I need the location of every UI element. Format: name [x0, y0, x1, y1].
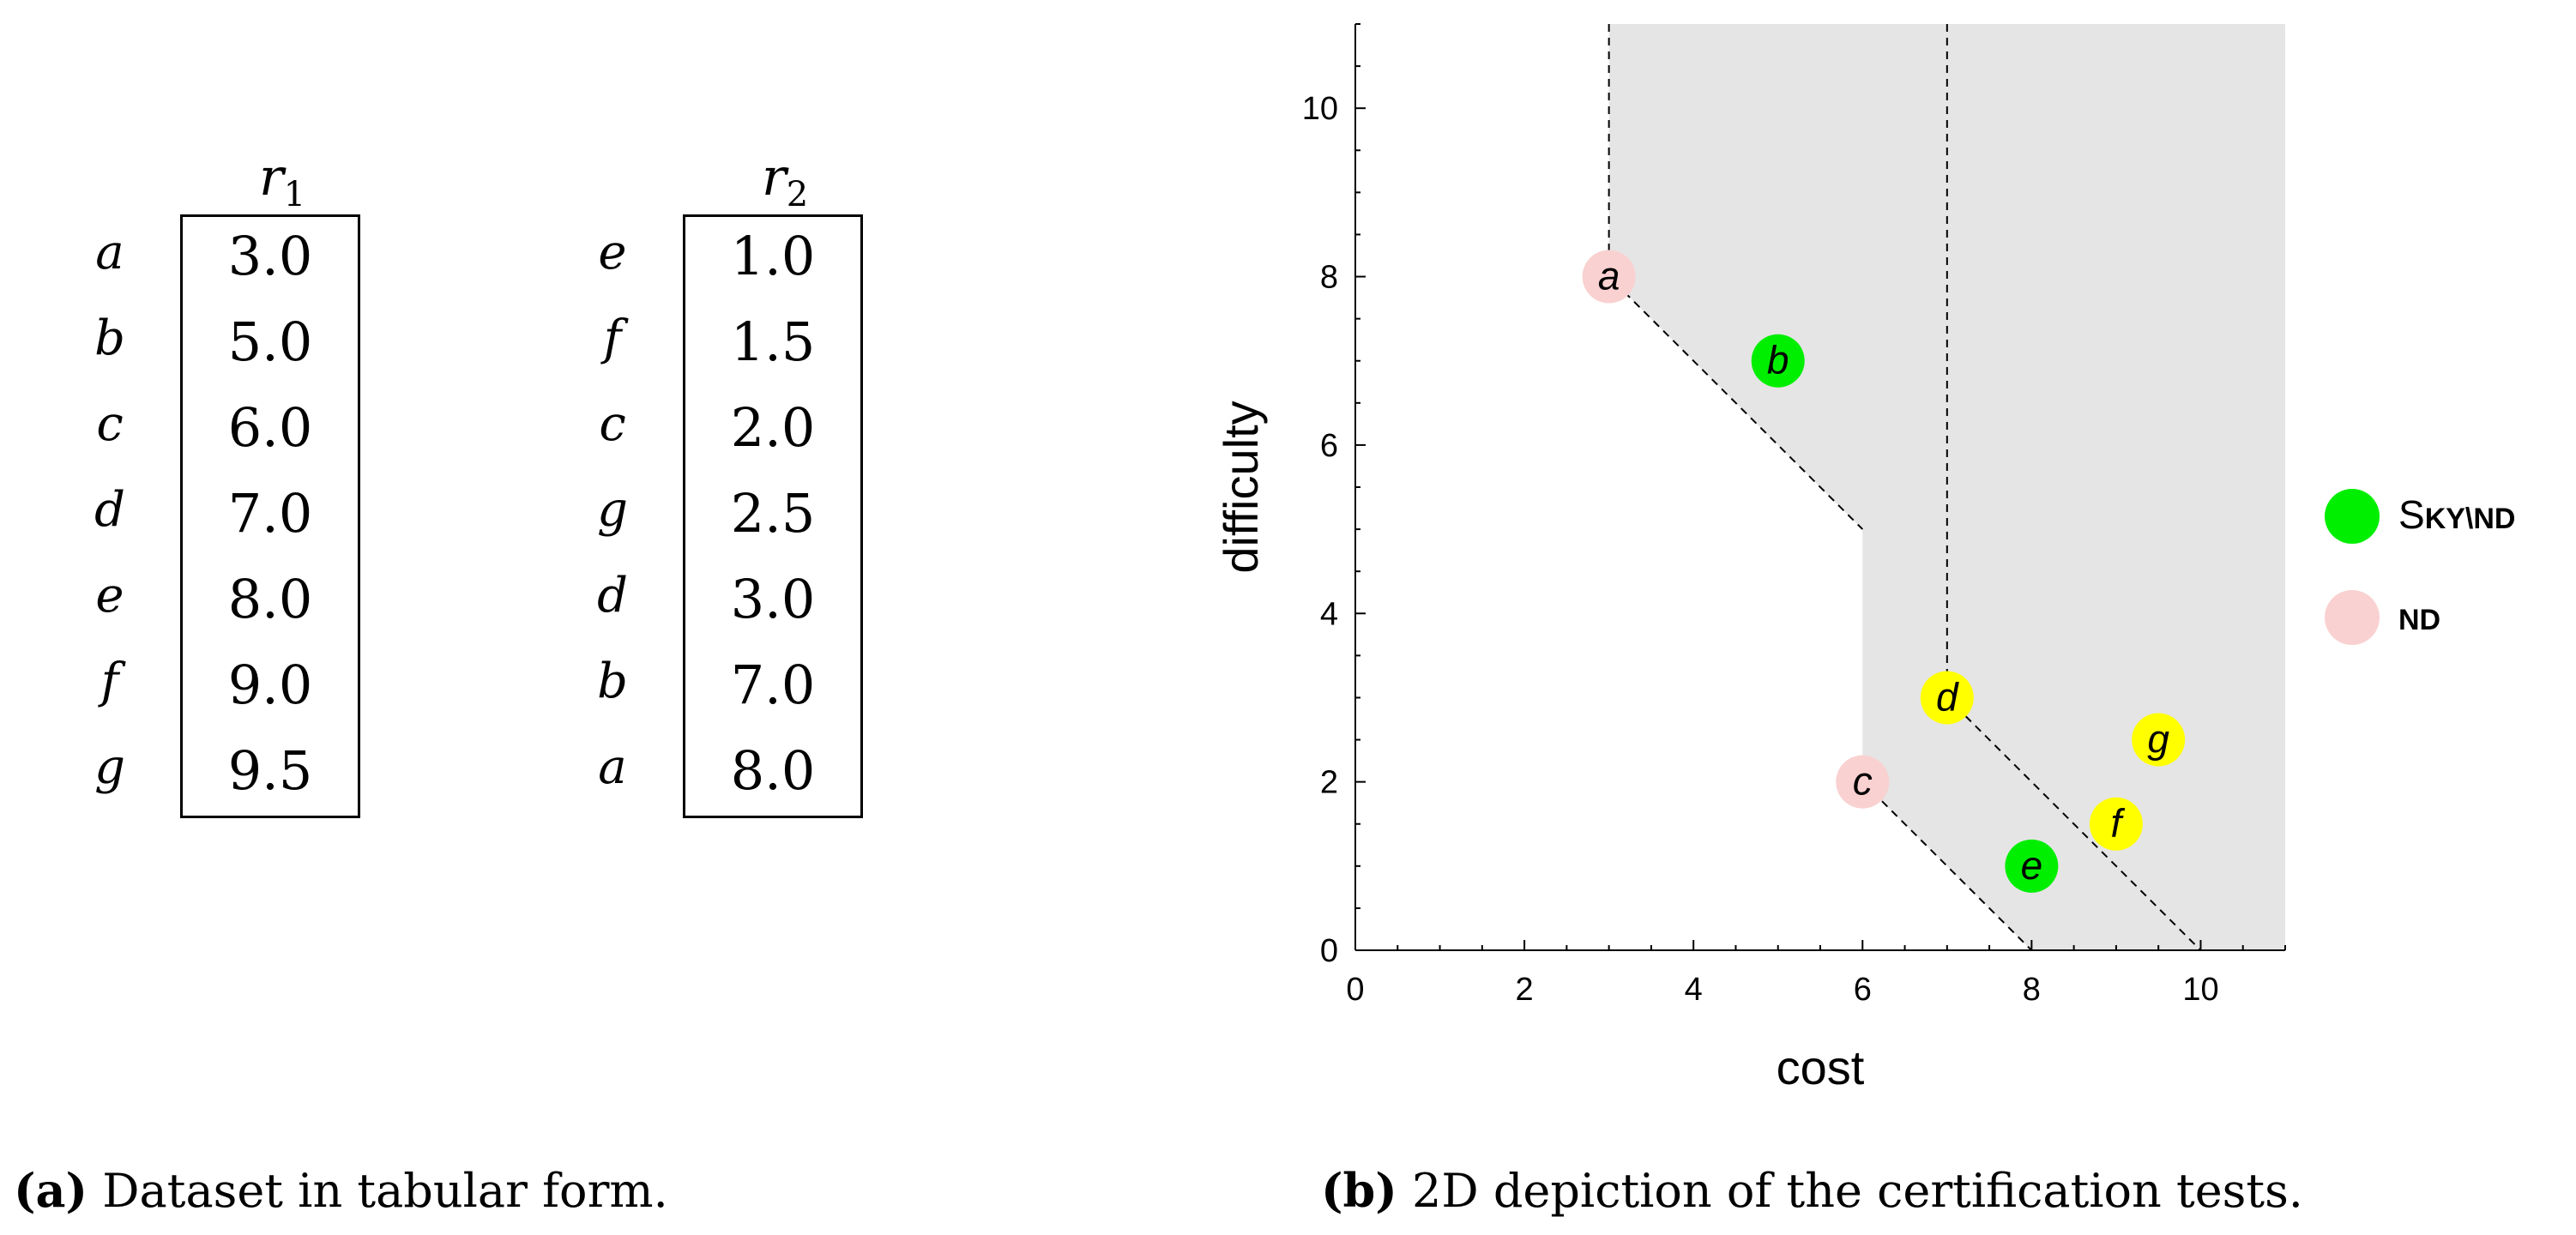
shaded-region-layer: [1608, 24, 2285, 950]
legend-layer: SKY\ND ND: [2325, 489, 2515, 645]
table-row-key: d: [597, 568, 628, 624]
table-r2-box: [683, 214, 863, 818]
y-tick-label: 4: [1320, 596, 1338, 632]
data-point-label: e: [2021, 843, 2043, 888]
table-row-value: 9.0: [227, 654, 313, 716]
data-point-d: d: [1920, 671, 1974, 725]
x-tick-label: 10: [2182, 972, 2218, 1008]
legend-entry: ND: [2325, 590, 2440, 645]
table-row-key: g: [94, 739, 125, 795]
data-point-label: f: [2111, 801, 2126, 846]
data-point-marker: [2005, 839, 2059, 893]
data-point-c: c: [1836, 755, 1890, 809]
data-point-marker: [1836, 755, 1890, 809]
table-r1-header: r1: [259, 148, 305, 214]
data-point-label: c: [1853, 759, 1873, 804]
x-axis-label: cost: [1777, 1040, 1865, 1094]
table-row-value: 8.0: [730, 739, 816, 802]
table-r2-header: r2: [762, 148, 808, 214]
y-tick-label: 2: [1320, 765, 1338, 801]
table-r2-header-var: r: [762, 148, 787, 208]
table-row-key: a: [598, 739, 627, 795]
legend-swatch: [2325, 489, 2380, 544]
table-row-value: 2.0: [730, 396, 816, 459]
table-row-key: g: [597, 482, 628, 538]
table-r1-header-sub: 1: [283, 175, 306, 214]
table-row-key: b: [597, 654, 628, 709]
axes-layer: 0 2 4 6 8 10 0 2 4 6 8 10 cost difficulty: [1214, 23, 2286, 1094]
table-row-key: e: [95, 568, 124, 624]
y-tick-label: 0: [1320, 933, 1338, 969]
table-row-value: 1.0: [730, 225, 816, 287]
caption-b: (b) 2D depiction of the certification te…: [1321, 1163, 2303, 1218]
x-tick-label: 2: [1516, 972, 1534, 1008]
points-layer: a b c d e fg: [1582, 250, 2186, 893]
data-point-marker: [2089, 797, 2143, 851]
table-row-value: 8.0: [227, 568, 313, 630]
data-point-marker: [1751, 334, 1805, 388]
caption-a-text: Dataset in tabular form.: [87, 1164, 668, 1218]
data-point-label: a: [1598, 254, 1620, 298]
table-row-key: f: [100, 654, 119, 709]
y-tick-label: 6: [1320, 428, 1338, 464]
table-row-value: 7.0: [730, 654, 816, 716]
caption-b-label: (b): [1321, 1163, 1397, 1218]
table-row-value: 1.5: [730, 310, 816, 373]
table-row-value: 6.0: [227, 396, 313, 459]
data-point-marker: [1582, 250, 1636, 304]
data-point-e: e: [2005, 839, 2059, 893]
data-point-marker: [2132, 713, 2186, 767]
table-row-value: 3.0: [227, 225, 313, 287]
data-point-marker: [1920, 671, 1974, 725]
caption-b-text: 2D depiction of the certification tests.: [1397, 1164, 2303, 1218]
data-point-label: b: [1767, 338, 1789, 383]
data-point-label: g: [2147, 717, 2169, 762]
table-row-value: 2.5: [730, 482, 816, 545]
x-tick-label: 0: [1346, 972, 1364, 1008]
legend-swatch: [2325, 590, 2380, 645]
table-row-value: 3.0: [730, 568, 816, 630]
legend-entry: SKY\ND: [2325, 489, 2515, 544]
dominated-region: [1608, 24, 2285, 950]
table-row-value: 5.0: [227, 310, 313, 373]
scatter-chart: 0 2 4 6 8 10 0 2 4 6 8 10 cost difficulty a b c d e fg SKY…: [1214, 23, 2515, 1094]
table-row-value: 9.5: [227, 739, 313, 802]
table-row-value: 7.0: [227, 482, 313, 545]
table-r1-header-var: r: [259, 148, 284, 208]
y-tick-label: 8: [1320, 260, 1338, 296]
table-r1-box: [180, 214, 360, 818]
caption-a: (a) Dataset in tabular form.: [14, 1163, 668, 1218]
table-row-key: e: [598, 225, 627, 280]
table-row-key: f: [603, 310, 622, 366]
data-point-g: g: [2132, 713, 2186, 767]
table-row-key: c: [599, 396, 626, 452]
x-tick-label: 8: [2023, 972, 2041, 1008]
table-row-key: a: [95, 225, 124, 280]
x-tick-label: 4: [1685, 972, 1703, 1008]
legend-label: ND: [2398, 604, 2440, 636]
data-point-a: a: [1582, 250, 1636, 304]
table-row-key: d: [94, 482, 125, 538]
dashed-boundary-line: [1861, 780, 2033, 951]
y-tick-label: 10: [1302, 91, 1338, 127]
x-tick-label: 6: [1854, 972, 1872, 1008]
data-point-label: d: [1936, 674, 1959, 719]
caption-a-label: (a): [14, 1163, 88, 1218]
table-r2-header-sub: 2: [786, 175, 809, 214]
table-row-key: b: [94, 310, 125, 366]
data-point-b: b: [1751, 334, 1805, 388]
y-axis-label: difficulty: [1214, 401, 1268, 573]
table-row-key: c: [96, 396, 124, 452]
data-point-f: f: [2089, 797, 2143, 851]
legend-label: SKY\ND: [2398, 492, 2515, 537]
